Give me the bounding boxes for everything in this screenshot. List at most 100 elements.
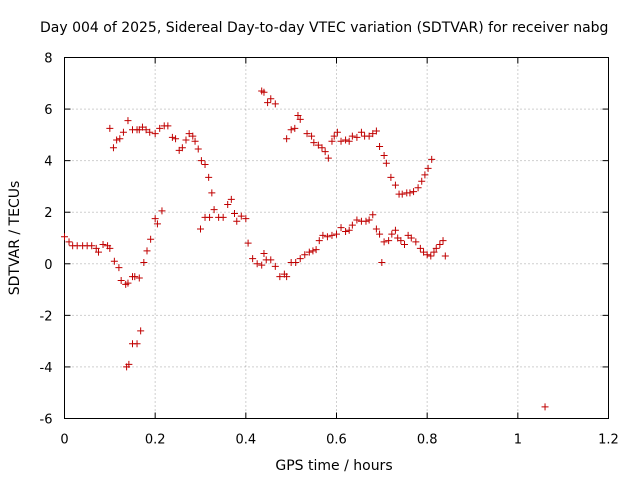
data-point [131,273,139,281]
data-point [412,238,420,246]
data-point [342,228,350,236]
data-point [314,141,322,149]
x-tick-label: 0.4 [235,433,256,448]
data-point [156,124,164,132]
data-point [345,226,353,234]
data-point [140,258,148,266]
data-point [436,240,444,248]
data-point [362,217,370,225]
data-point [376,142,384,150]
data-point [380,238,388,246]
data-point [61,233,68,241]
data-point [124,279,132,287]
data-point [296,115,304,123]
data-point [201,161,209,169]
data-point [401,240,408,248]
data-point [321,148,329,156]
data-point [292,258,300,266]
data-point [88,242,96,250]
data-point [369,130,377,138]
y-tick-label: 0 [44,258,52,273]
data-point [133,340,141,348]
data-point [151,215,159,223]
data-point [119,128,127,136]
data-point [324,154,332,162]
data-point [117,277,125,285]
data-point [227,195,235,203]
data-point [391,181,399,189]
data-point [260,249,268,257]
data-point [287,126,295,134]
data-point [125,360,133,368]
data-point [541,403,549,411]
data-point [315,237,323,245]
data-point [271,262,279,270]
x-tick-label: 1.2 [598,433,619,448]
data-point [178,144,186,152]
data-point [423,251,431,259]
data-point [210,206,218,214]
data-point [271,100,279,108]
data-point [283,273,291,281]
data-point [138,123,146,131]
chart-title: Day 004 of 2025, Sidereal Day-to-day VTE… [40,20,608,36]
data-point [233,217,241,225]
data-point [124,117,132,125]
data-point [206,213,214,221]
data-point [135,274,143,282]
data-point [168,133,176,141]
data-point [333,128,341,136]
data-point [420,248,428,256]
data-point [397,237,405,245]
data-point [172,135,180,143]
data-point [258,261,266,269]
data-point [231,210,238,218]
x-tick-label: 0.8 [417,433,438,448]
data-point [242,215,250,223]
data-point [305,248,313,256]
data-point [376,230,384,238]
data-point [110,257,118,265]
data-point [318,144,326,152]
data-point [146,128,154,136]
data-point [353,133,361,141]
data-point [353,216,361,224]
data-point [224,200,232,208]
data-point [309,247,317,255]
data-point [264,99,272,107]
data-point [197,157,205,165]
data-point [143,247,151,255]
data-point [369,211,377,219]
data-point [372,127,380,135]
data-point [219,213,227,221]
data-point [308,132,316,140]
data-point [185,130,193,138]
data-point [337,137,345,145]
data-point [182,136,190,144]
data-point [348,132,356,140]
data-point [365,132,373,140]
y-tick-label: -6 [40,413,53,428]
data-point [428,155,436,163]
data-point [385,237,393,245]
data-point [244,239,252,247]
grid-lines [64,57,609,419]
data-point [116,135,124,143]
data-point [365,216,373,224]
data-point [410,188,418,196]
data-point [253,260,261,268]
data-point [416,244,424,252]
y-axis-label: SDTVAR / TECUs [7,181,23,296]
data-point [237,212,245,220]
data-point [427,252,435,260]
data-point [342,136,350,144]
data-point [147,235,155,243]
data-point [205,173,213,181]
x-axis-ticks: 0 0.2 0.4 0.6 0.8 1 1.2 [60,57,619,448]
data-point [65,238,73,246]
data-point [260,88,268,96]
data-point [421,171,429,179]
data-point [357,128,365,136]
y-tick-label: 4 [44,155,52,170]
